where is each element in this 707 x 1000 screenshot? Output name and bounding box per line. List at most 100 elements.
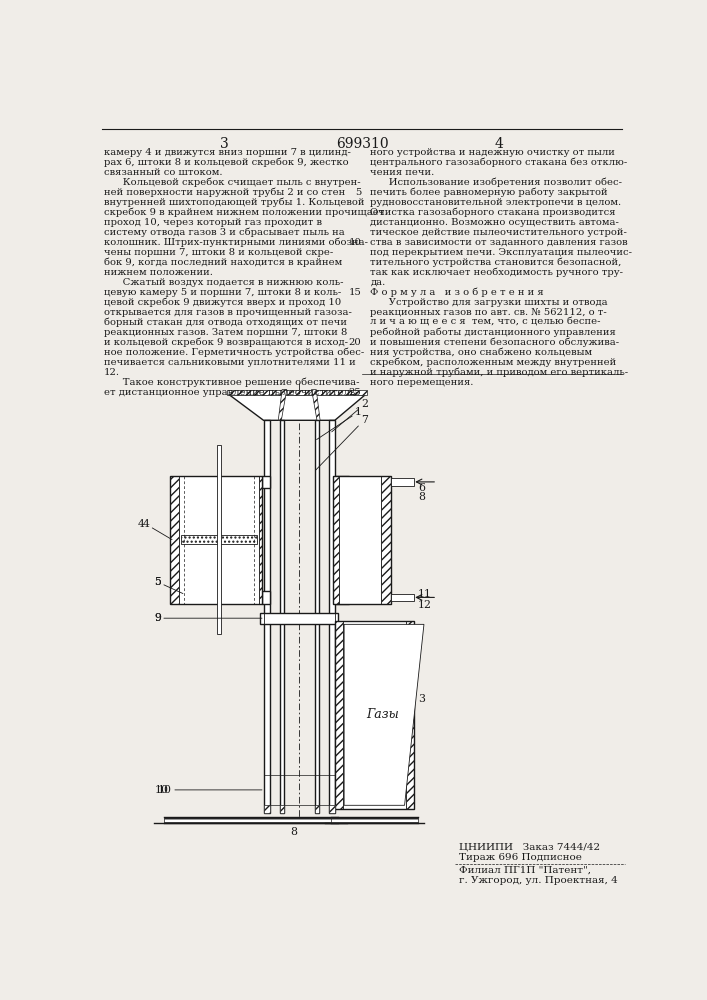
Text: колошник. Штрих-пунктирными линиями обозна-: колошник. Штрих-пунктирными линиями обоз… [104, 238, 368, 247]
Text: цевой скребок 9 движутся вверх и проход 10: цевой скребок 9 движутся вверх и проход … [104, 298, 341, 307]
Bar [264, 420, 270, 813]
Bar [260, 613, 338, 624]
Text: 20: 20 [349, 338, 361, 347]
Bar [329, 420, 335, 813]
Bar [262, 591, 270, 604]
Text: 5: 5 [154, 577, 161, 587]
Text: связанный со штоком.: связанный со штоком. [104, 168, 223, 177]
Text: ния устройства, оно снабжено кольцевым: ния устройства, оно снабжено кольцевым [370, 348, 592, 357]
Bar [335, 476, 349, 488]
Bar [280, 805, 284, 813]
Text: 4: 4 [143, 519, 172, 540]
Text: цевую камеру 5 и поршни 7, штоки 8 и коль-: цевую камеру 5 и поршни 7, штоки 8 и кол… [104, 288, 341, 297]
Text: реакционных газов. Затем поршни 7, штоки 8: реакционных газов. Затем поршни 7, штоки… [104, 328, 347, 337]
Bar [329, 805, 335, 813]
Polygon shape [227, 389, 368, 395]
Bar [335, 620, 414, 809]
Bar [170, 476, 179, 604]
Bar [259, 476, 262, 604]
Text: скребок 9 в крайнем нижнем положении прочищает: скребок 9 в крайнем нижнем положении про… [104, 208, 384, 217]
Bar [163, 817, 338, 823]
Text: 10: 10 [349, 238, 361, 247]
Bar [339, 476, 381, 604]
Text: под перекрытием печи. Эксплуатация пылеочис-: под перекрытием печи. Эксплуатация пылео… [370, 248, 633, 257]
Text: 2: 2 [332, 399, 368, 432]
Text: да.: да. [370, 278, 386, 287]
Bar [315, 420, 319, 813]
Text: Такое конструктивное решение обеспечива-: Такое конструктивное решение обеспечива- [104, 378, 359, 387]
Text: тическое действие пылеочистительного устрой-: тическое действие пылеочистительного уст… [370, 228, 627, 237]
Text: ное положение. Герметичность устройства обес-: ное положение. Герметичность устройства … [104, 348, 364, 357]
Text: Газы: Газы [366, 708, 399, 721]
Text: Устройство для загрузки шихты и отвода: Устройство для загрузки шихты и отвода [370, 298, 608, 307]
Text: ЦНИИПИ   Заказ 7444/42: ЦНИИПИ Заказ 7444/42 [459, 842, 600, 851]
Bar [331, 817, 418, 823]
Text: чены поршни 7, штоки 8 и кольцевой скре-: чены поршни 7, штоки 8 и кольцевой скре- [104, 248, 333, 257]
Text: внутренней шихтоподающей трубы 1. Кольцевой: внутренней шихтоподающей трубы 1. Кольце… [104, 198, 364, 207]
Text: л и ч а ю щ е е с я  тем, что, с целью беспе-: л и ч а ю щ е е с я тем, что, с целью бе… [370, 318, 601, 327]
Text: реакционных газов по авт. св. № 562112, о т-: реакционных газов по авт. св. № 562112, … [370, 308, 607, 317]
Bar [264, 774, 335, 805]
Text: скребком, расположенным между внутренней: скребком, расположенным между внутренней [370, 358, 617, 367]
Text: 9: 9 [154, 613, 161, 623]
Text: Филиал ПГ1П "Патент",: Филиал ПГ1П "Патент", [459, 865, 591, 874]
Text: и кольцевой скребок 9 возвращаются в исход-: и кольцевой скребок 9 возвращаются в исх… [104, 338, 348, 347]
Text: Кольцевой скребок счищает пыль с внутрен-: Кольцевой скребок счищает пыль с внутрен… [104, 178, 361, 187]
Text: 4: 4 [137, 519, 144, 529]
Bar [179, 476, 259, 604]
Text: ребойной работы дистанционного управления: ребойной работы дистанционного управлени… [370, 328, 617, 337]
Text: 8: 8 [418, 492, 425, 502]
Text: ет дистанционное управление пылеочиститель-: ет дистанционное управление пылеочистите… [104, 388, 358, 397]
Text: бок 9, когда последний находится в крайнем: бок 9, когда последний находится в крайн… [104, 258, 342, 267]
Text: борный стакан для отвода отходящих от печи: борный стакан для отвода отходящих от пе… [104, 318, 347, 327]
Bar [264, 805, 270, 813]
Text: 12.: 12. [104, 368, 120, 377]
Text: 699310: 699310 [336, 137, 388, 151]
Text: 12: 12 [418, 600, 432, 610]
Text: 11: 11 [418, 589, 432, 599]
Bar [335, 620, 343, 809]
Text: и наружной трубами, и приводом его вертикаль-: и наружной трубами, и приводом его верти… [370, 368, 629, 377]
Text: и повышения степени безопасного обслужива-: и повышения степени безопасного обслужив… [370, 338, 619, 347]
Text: 1: 1 [317, 407, 362, 440]
Text: так как исключает необходимость ручного тру-: так как исключает необходимость ручного … [370, 268, 624, 277]
Text: 3: 3 [221, 137, 229, 151]
Text: 5: 5 [355, 188, 361, 197]
Text: Сжатый воздух подается в нижнюю коль-: Сжатый воздух подается в нижнюю коль- [104, 278, 344, 287]
Text: рудновосстановительной электропечи в целом.: рудновосстановительной электропечи в цел… [370, 198, 621, 207]
Text: Использование изобретения позволит обес-: Использование изобретения позволит обес- [370, 178, 622, 187]
Text: центрального газозаборного стакана без отклю-: центрального газозаборного стакана без о… [370, 158, 628, 167]
Text: печить более равномерную работу закрытой: печить более равномерную работу закрытой [370, 188, 608, 197]
Text: 7: 7 [315, 415, 368, 470]
Text: Ф о р м у л а   и з о б р е т е н и я: Ф о р м у л а и з о б р е т е н и я [370, 288, 544, 297]
Text: ства в зависимости от заданного давления газов: ства в зависимости от заданного давления… [370, 238, 628, 247]
Text: 25: 25 [349, 388, 361, 397]
Bar [391, 478, 414, 486]
Bar [280, 420, 284, 813]
Text: 4: 4 [495, 137, 503, 151]
Text: 6: 6 [418, 483, 425, 493]
Text: 15: 15 [349, 288, 361, 297]
Text: 5: 5 [154, 577, 183, 594]
Text: рах 6, штоки 8 и кольцевой скребок 9, жестко: рах 6, штоки 8 и кольцевой скребок 9, же… [104, 158, 349, 167]
Bar [335, 591, 349, 604]
Text: ного устройства и надежную очистку от пыли: ного устройства и надежную очистку от пы… [370, 148, 615, 157]
Text: 3: 3 [418, 694, 425, 704]
Text: ного перемещения.: ного перемещения. [370, 378, 474, 387]
Text: проход 10, через который газ проходит в: проход 10, через который газ проходит в [104, 218, 322, 227]
Text: печивается сальниковыми уплотнителями 11 и: печивается сальниковыми уплотнителями 11… [104, 358, 356, 367]
Text: 10: 10 [154, 785, 168, 795]
Text: чения печи.: чения печи. [370, 168, 435, 177]
Text: 10: 10 [158, 785, 262, 795]
Text: 8: 8 [290, 827, 297, 837]
Polygon shape [344, 624, 424, 805]
Polygon shape [279, 389, 287, 420]
Polygon shape [312, 389, 320, 420]
Text: 9: 9 [154, 613, 262, 623]
Bar [333, 476, 339, 604]
Bar [170, 476, 262, 604]
Bar [262, 476, 270, 488]
Bar [343, 620, 406, 809]
Text: ней поверхности наружной трубы 2 и со стен: ней поверхности наружной трубы 2 и со ст… [104, 188, 345, 197]
Text: камеру 4 и движутся вниз поршни 7 в цилинд-: камеру 4 и движутся вниз поршни 7 в цили… [104, 148, 351, 157]
